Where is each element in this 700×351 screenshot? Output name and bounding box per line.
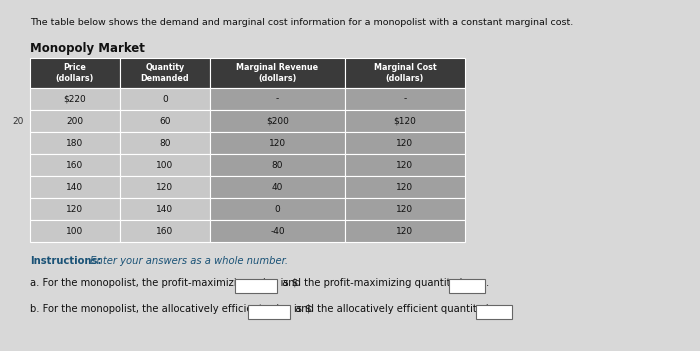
Bar (248, 305, 290, 319)
Text: 160: 160 (156, 226, 174, 236)
Text: 80: 80 (272, 160, 284, 170)
Text: 100: 100 (156, 160, 174, 170)
Bar (210, 58, 345, 88)
Text: Enter your answers as a whole number.: Enter your answers as a whole number. (87, 256, 288, 266)
Bar (345, 198, 465, 220)
Text: and the profit-maximizing quantity is: and the profit-maximizing quantity is (279, 278, 468, 288)
Text: 20: 20 (13, 117, 24, 126)
Bar (120, 198, 210, 220)
Text: 80: 80 (160, 139, 171, 147)
Text: -: - (403, 94, 407, 104)
Text: 140: 140 (156, 205, 174, 213)
Bar (120, 88, 210, 110)
Text: 60: 60 (160, 117, 171, 126)
Text: 40: 40 (272, 183, 284, 192)
Bar (210, 110, 345, 132)
Text: $120: $120 (393, 117, 416, 126)
Text: 0: 0 (274, 205, 281, 213)
Text: 200: 200 (66, 117, 83, 126)
Bar (30, 88, 120, 110)
Bar (345, 176, 465, 198)
Text: $220: $220 (64, 94, 86, 104)
Bar (345, 132, 465, 154)
Bar (345, 220, 465, 242)
Text: 180: 180 (66, 139, 83, 147)
Text: 160: 160 (66, 160, 83, 170)
Text: 120: 120 (396, 183, 414, 192)
Bar (30, 110, 120, 132)
Bar (30, 132, 120, 154)
Text: Marginal Revenue
(dollars): Marginal Revenue (dollars) (237, 63, 318, 83)
Bar (210, 132, 345, 154)
Bar (30, 220, 120, 242)
Text: 120: 120 (396, 226, 414, 236)
Text: b. For the monopolist, the allocatively efficient price is $: b. For the monopolist, the allocatively … (30, 304, 312, 314)
Text: 120: 120 (396, 160, 414, 170)
Text: 0: 0 (162, 94, 168, 104)
Bar (120, 220, 210, 242)
Text: Monopoly Market: Monopoly Market (30, 42, 145, 55)
Bar (30, 198, 120, 220)
Text: -40: -40 (270, 226, 285, 236)
Text: a. For the monopolist, the profit-maximizing price is $: a. For the monopolist, the profit-maximi… (30, 278, 298, 288)
Bar (120, 154, 210, 176)
Text: 100: 100 (66, 226, 83, 236)
Bar (449, 279, 485, 293)
Bar (120, 132, 210, 154)
Text: -: - (276, 94, 279, 104)
Bar (210, 154, 345, 176)
Bar (345, 154, 465, 176)
Text: The table below shows the demand and marginal cost information for a monopolist : The table below shows the demand and mar… (30, 18, 573, 27)
Text: $200: $200 (266, 117, 289, 126)
Bar (210, 198, 345, 220)
Bar (210, 220, 345, 242)
Bar (120, 176, 210, 198)
Text: and the allocatively efficient quantity is: and the allocatively efficient quantity … (292, 304, 494, 314)
Text: 120: 120 (269, 139, 286, 147)
Bar (345, 58, 465, 88)
Bar (345, 110, 465, 132)
Bar (120, 110, 210, 132)
Bar (30, 176, 120, 198)
Bar (120, 58, 210, 88)
Bar (30, 58, 120, 88)
Text: 120: 120 (396, 139, 414, 147)
Bar (235, 279, 277, 293)
Text: .: . (486, 278, 489, 288)
Text: Price
(dollars): Price (dollars) (56, 63, 94, 83)
Text: 120: 120 (156, 183, 174, 192)
Bar (476, 305, 512, 319)
Text: Marginal Cost
(dollars): Marginal Cost (dollars) (374, 63, 436, 83)
Text: 120: 120 (66, 205, 83, 213)
Text: 140: 140 (66, 183, 83, 192)
Text: Instructions:: Instructions: (30, 256, 101, 266)
Bar (30, 154, 120, 176)
Text: Quantity
Demanded: Quantity Demanded (141, 63, 189, 83)
Bar (210, 88, 345, 110)
Bar (210, 176, 345, 198)
Text: 120: 120 (396, 205, 414, 213)
Bar (345, 88, 465, 110)
